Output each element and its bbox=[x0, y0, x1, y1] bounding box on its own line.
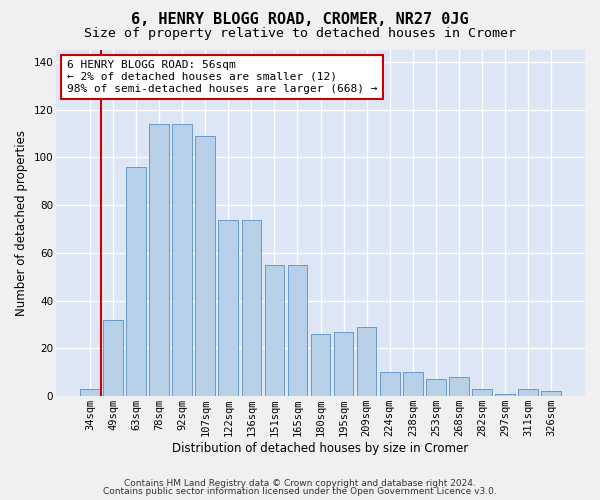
Bar bbox=[287, 265, 307, 396]
Bar bbox=[149, 124, 169, 396]
Bar bbox=[403, 372, 422, 396]
Bar bbox=[196, 136, 215, 396]
Text: Contains HM Land Registry data © Crown copyright and database right 2024.: Contains HM Land Registry data © Crown c… bbox=[124, 478, 476, 488]
Bar bbox=[495, 394, 515, 396]
Bar bbox=[334, 332, 353, 396]
Y-axis label: Number of detached properties: Number of detached properties bbox=[15, 130, 28, 316]
Text: 6 HENRY BLOGG ROAD: 56sqm
← 2% of detached houses are smaller (12)
98% of semi-d: 6 HENRY BLOGG ROAD: 56sqm ← 2% of detach… bbox=[67, 60, 377, 94]
Bar bbox=[311, 334, 331, 396]
Bar bbox=[472, 389, 492, 396]
Bar bbox=[218, 220, 238, 396]
Bar bbox=[449, 377, 469, 396]
Bar bbox=[518, 389, 538, 396]
Bar bbox=[172, 124, 192, 396]
Text: Contains public sector information licensed under the Open Government Licence v3: Contains public sector information licen… bbox=[103, 487, 497, 496]
Bar bbox=[103, 320, 123, 396]
Bar bbox=[265, 265, 284, 396]
Bar bbox=[126, 167, 146, 396]
Bar bbox=[426, 380, 446, 396]
Bar bbox=[242, 220, 261, 396]
Bar bbox=[380, 372, 400, 396]
Text: Size of property relative to detached houses in Cromer: Size of property relative to detached ho… bbox=[84, 28, 516, 40]
Text: 6, HENRY BLOGG ROAD, CROMER, NR27 0JG: 6, HENRY BLOGG ROAD, CROMER, NR27 0JG bbox=[131, 12, 469, 28]
Bar bbox=[80, 389, 100, 396]
Bar bbox=[357, 327, 376, 396]
X-axis label: Distribution of detached houses by size in Cromer: Distribution of detached houses by size … bbox=[172, 442, 469, 455]
Bar bbox=[541, 392, 561, 396]
